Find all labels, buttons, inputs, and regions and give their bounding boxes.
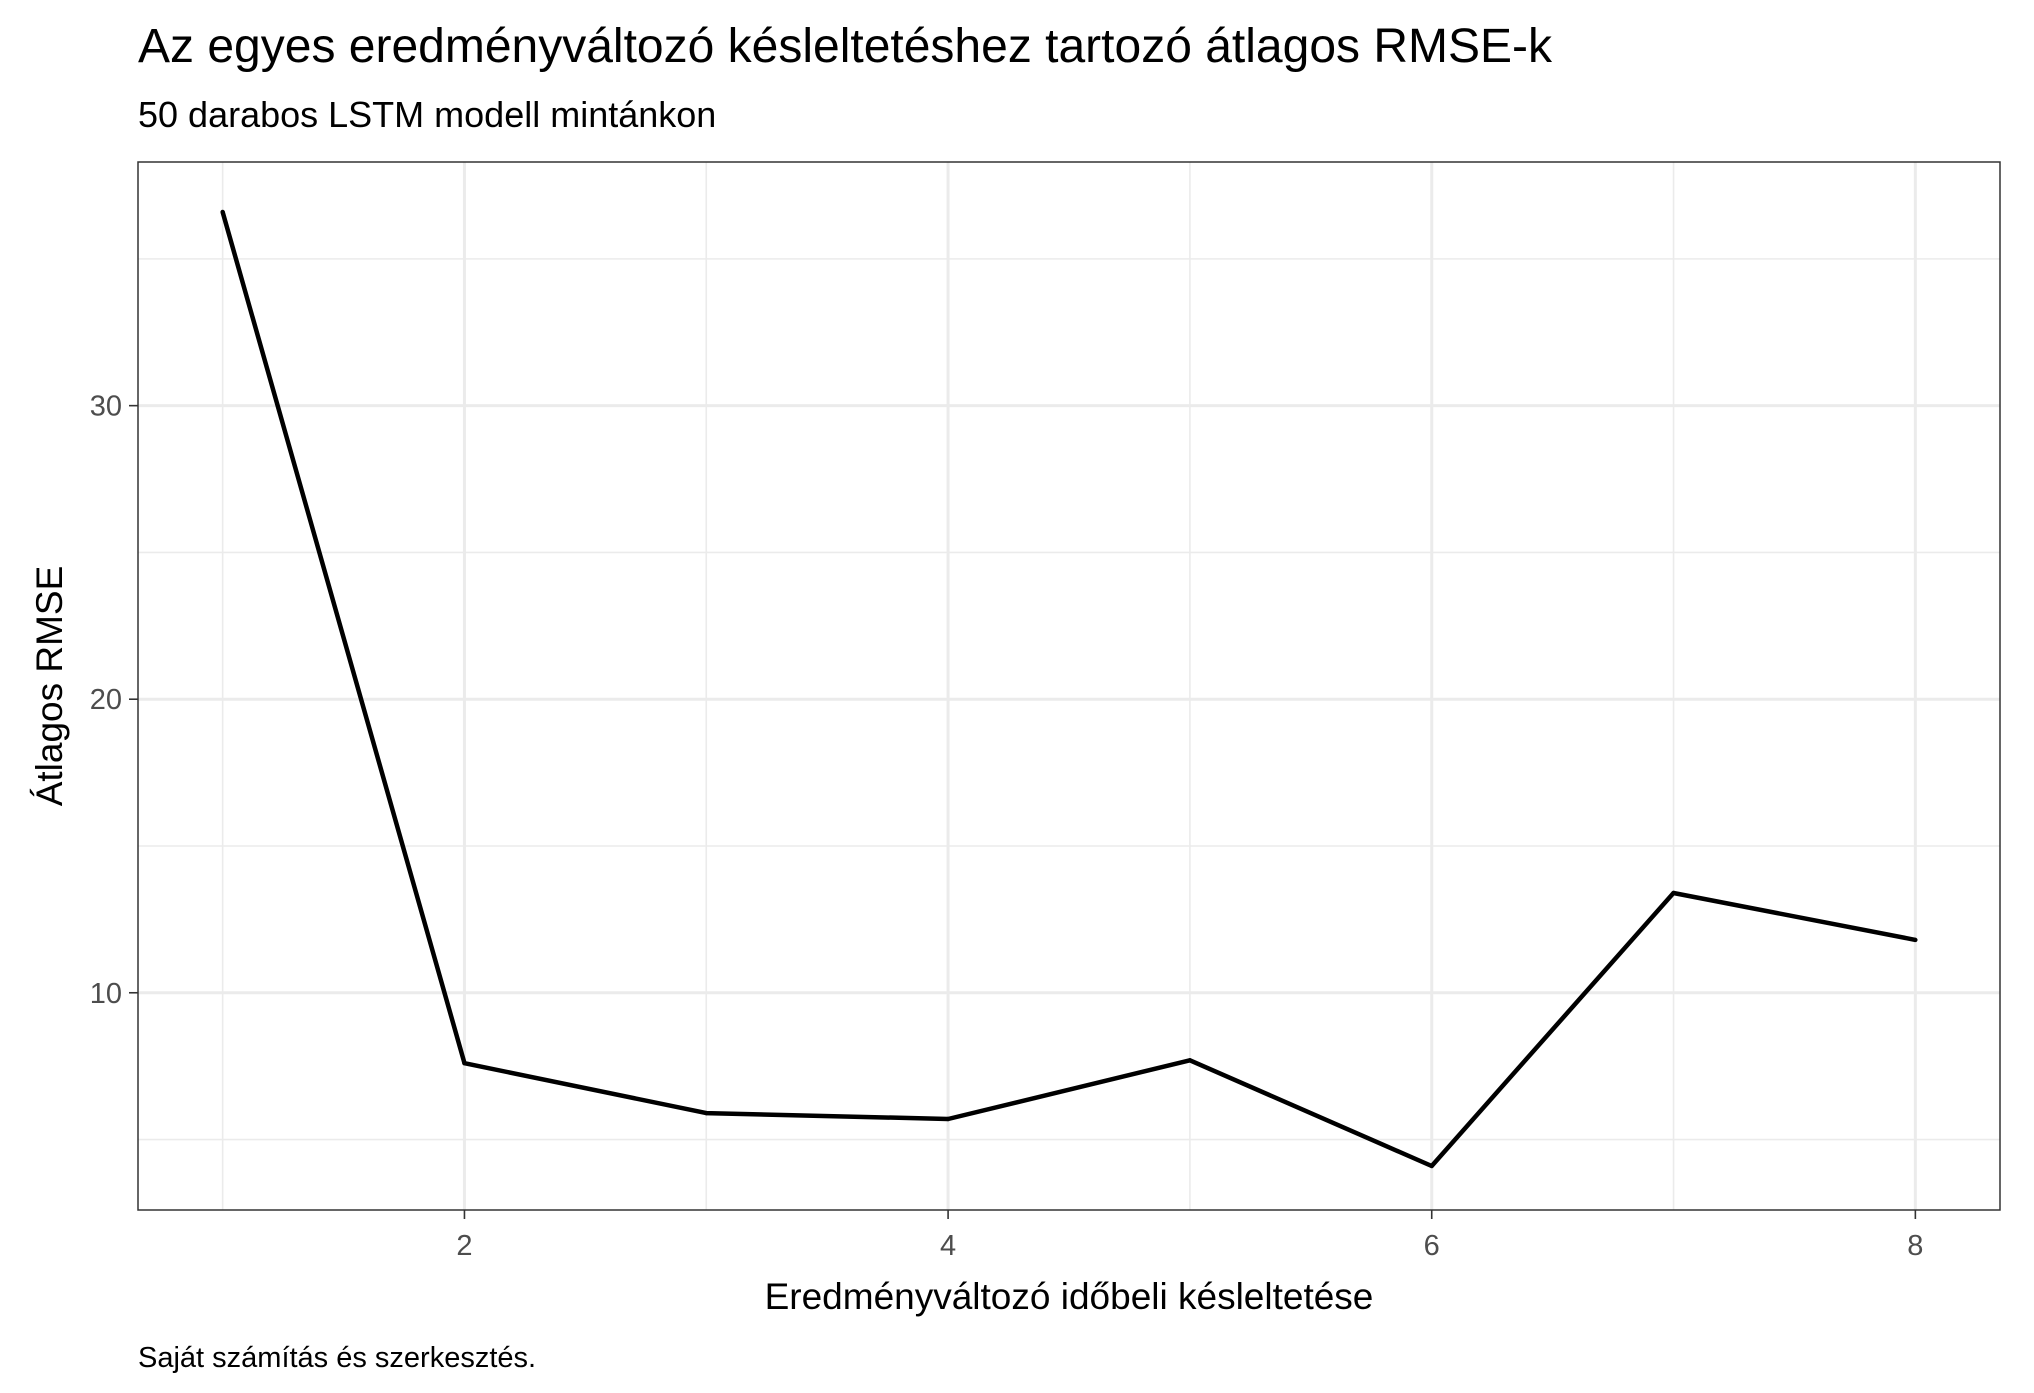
x-tick-label: 4 — [940, 1230, 956, 1262]
series-line — [220, 211, 1916, 1169]
x-tick-label: 8 — [1907, 1230, 1923, 1262]
x-tick-label: 2 — [456, 1230, 472, 1262]
y-tick-label: 20 — [90, 684, 122, 716]
y-axis: 10 20 30 — [90, 391, 138, 1010]
chart-title: Az egyes eredményváltozó késleltetéshez … — [138, 20, 1553, 73]
data-point — [462, 1061, 467, 1066]
y-tick-label: 10 — [90, 978, 122, 1010]
data-point — [704, 1110, 709, 1116]
x-axis: 2 4 6 8 — [456, 1210, 1923, 1262]
plot-background — [138, 162, 2000, 1210]
y-axis-title: Átlagos RMSE — [29, 566, 70, 807]
grid-minor — [138, 162, 2000, 1210]
data-point — [220, 209, 225, 215]
x-axis-title: Eredményváltozó időbeli késleltetése — [765, 1276, 1374, 1317]
series-layer — [220, 209, 1918, 1169]
data-point — [1429, 1163, 1434, 1169]
x-tick-label: 6 — [1424, 1230, 1440, 1262]
grid-major — [138, 162, 2000, 1210]
y-tick-label: 30 — [90, 391, 122, 423]
data-point — [1187, 1058, 1193, 1063]
data-point — [1913, 937, 1918, 943]
data-point — [1671, 890, 1676, 896]
plot-border — [137, 161, 2001, 1211]
chart-subtitle: 50 darabos LSTM modell mintánkon — [138, 94, 716, 135]
data-point — [945, 1116, 951, 1122]
chart-caption: Saját számítás és szerkesztés. — [138, 1342, 536, 1374]
